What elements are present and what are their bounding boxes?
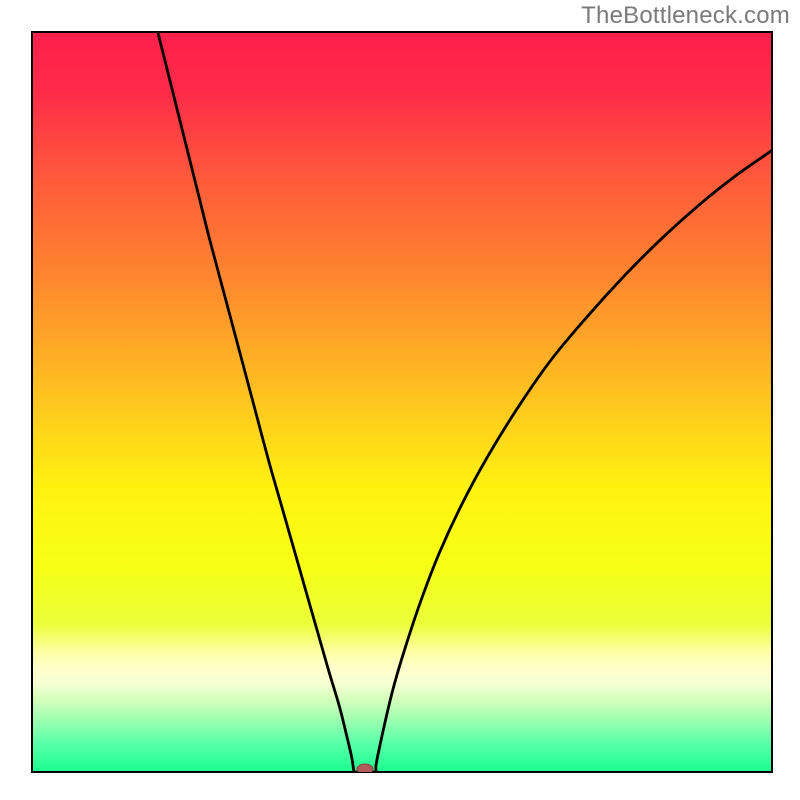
chart-svg [0,0,800,800]
chart-container: TheBottleneck.com [0,0,800,800]
watermark-text: TheBottleneck.com [581,2,790,30]
